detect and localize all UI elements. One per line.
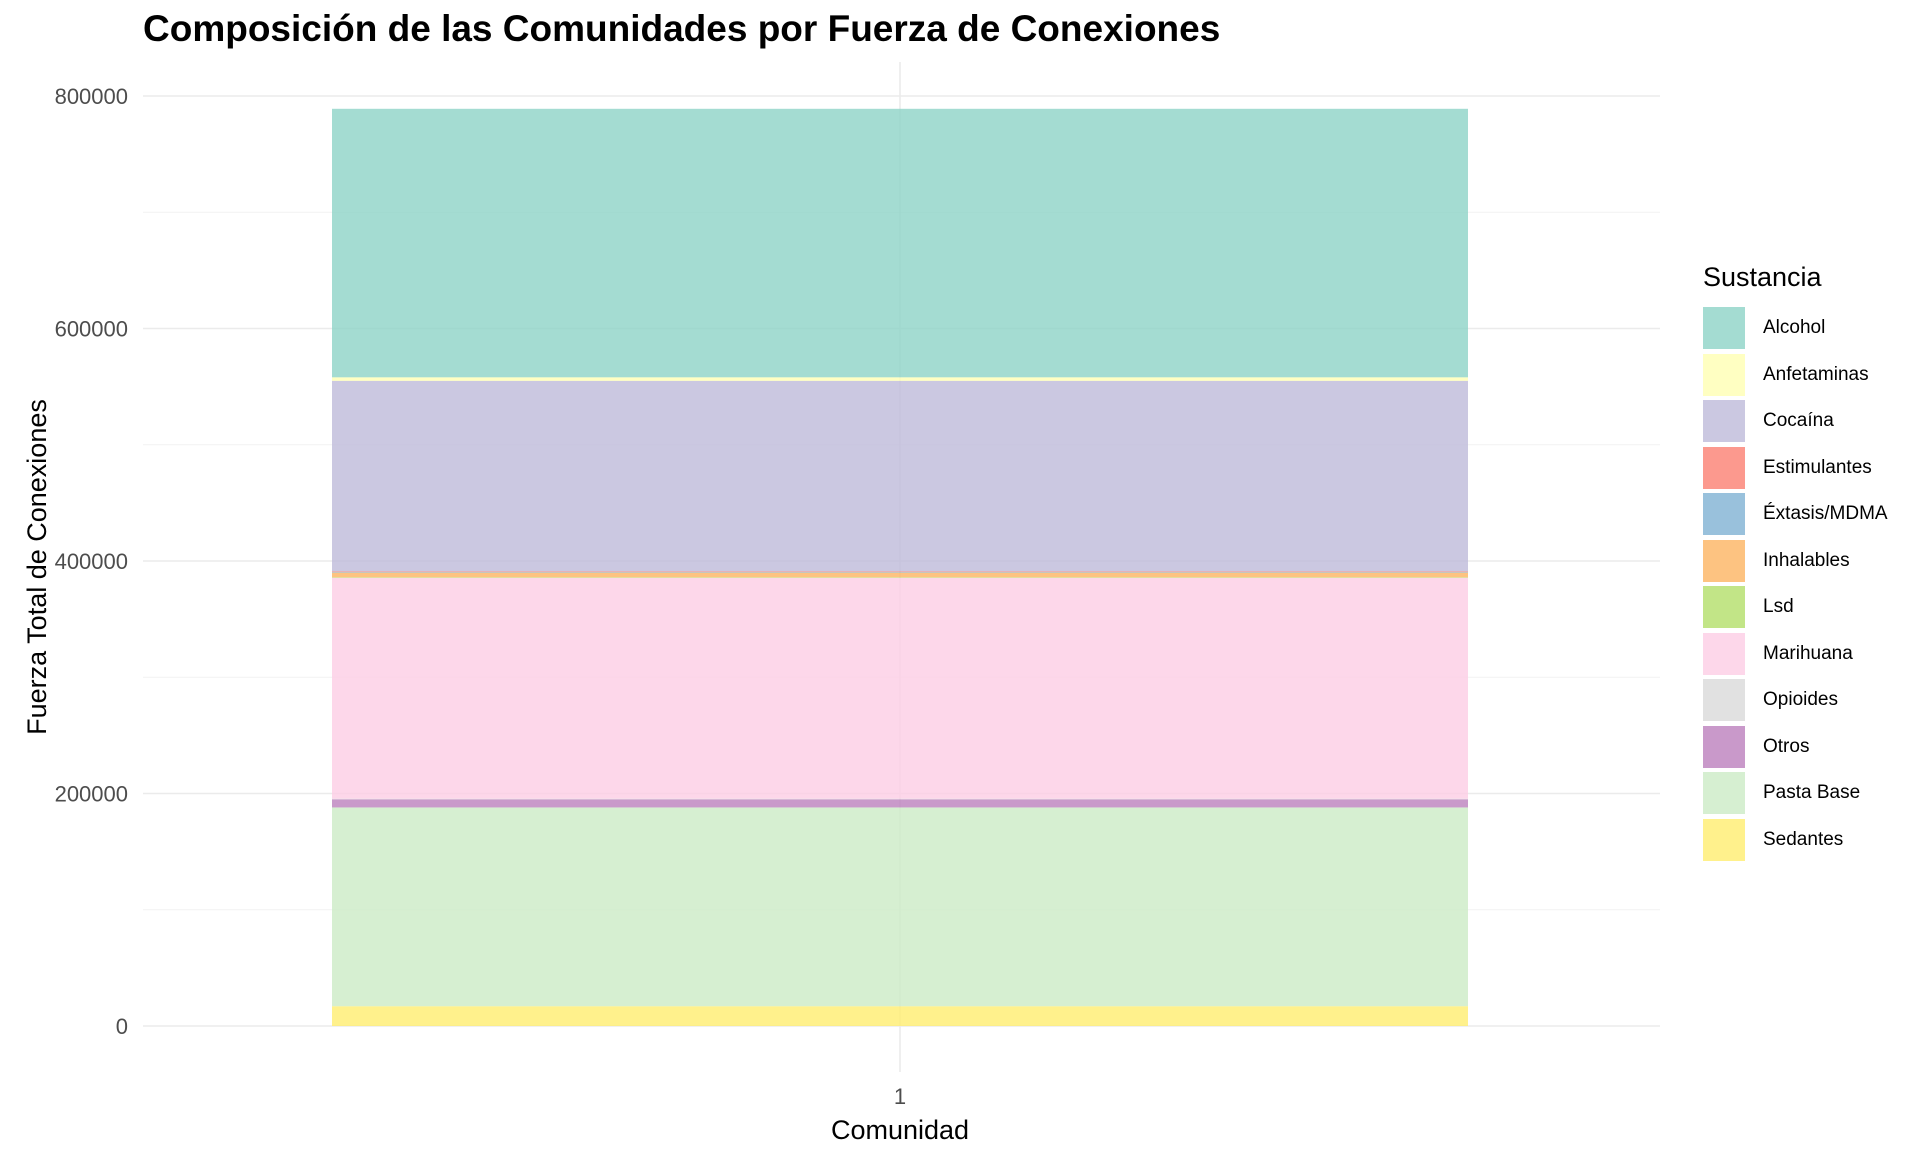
legend-label: Estimulantes: [1763, 456, 1872, 478]
bar-segment-opioides: [332, 798, 1468, 800]
legend-swatch: [1703, 586, 1745, 629]
bar-segment-pasta-base: [332, 807, 1468, 1007]
legend-swatch: [1703, 493, 1745, 536]
y-axis-ticks: 0 200000 400000 600000 800000: [55, 84, 128, 1039]
legend-item-opioides: Opioides: [1703, 677, 1913, 724]
legend-label: Inhalables: [1763, 549, 1850, 571]
legend-swatch: [1703, 400, 1745, 443]
legend-item-cocaina: Cocaína: [1703, 398, 1913, 445]
legend-label: Éxtasis/MDMA: [1763, 503, 1888, 525]
bar-segment-sedantes: [332, 1006, 1468, 1026]
bar-segment-extasis-mdma: [332, 572, 1468, 573]
bar-segment-inhalables: [332, 572, 1468, 578]
legend-item-sedantes: Sedantes: [1703, 817, 1913, 864]
legend-label: Cocaína: [1763, 410, 1834, 432]
legend-swatch: [1703, 446, 1745, 489]
legend-label: Pasta Base: [1763, 782, 1861, 804]
legend-label: Marihuana: [1763, 642, 1853, 664]
x-axis-ticks: 1: [894, 1084, 906, 1109]
legend-item-anfetaminas: Anfetaminas: [1703, 352, 1913, 399]
legend-items: Alcohol Anfetaminas Cocaína Estimulantes Éxt…: [1703, 305, 1913, 863]
legend-swatch: [1703, 632, 1745, 675]
legend-swatch: [1703, 539, 1745, 582]
chart-title: Composición de las Comunidades por Fuerz…: [143, 8, 1221, 49]
stacked-bar: [332, 108, 1468, 1026]
legend-item-otros: Otros: [1703, 724, 1913, 771]
y-tick-label: 800000: [55, 84, 128, 109]
y-tick-label: 400000: [55, 549, 128, 574]
legend-label: Sedantes: [1763, 828, 1844, 850]
legend-label: Anfetaminas: [1763, 363, 1869, 385]
legend-item-inhalables: Inhalables: [1703, 538, 1913, 585]
bar-segment-cocaina: [332, 380, 1468, 572]
legend-swatch: [1703, 353, 1745, 396]
legend-swatch: [1703, 679, 1745, 722]
legend-label: Opioides: [1763, 689, 1838, 711]
bar-segment-otros: [332, 799, 1468, 808]
legend-label: Lsd: [1763, 596, 1794, 618]
bar-segment-alcohol: [332, 108, 1468, 378]
legend-item-marihuana: Marihuana: [1703, 631, 1913, 678]
bar-segment-lsd: [332, 577, 1468, 578]
y-axis-title: Fuerza Total de Conexiones: [22, 399, 52, 735]
y-tick-label: 200000: [55, 782, 128, 807]
legend-swatch: [1703, 725, 1745, 768]
legend-title: Sustancia: [1703, 262, 1822, 292]
legend-item-lsd: Lsd: [1703, 584, 1913, 631]
legend: Sustancia Alcohol Anfetaminas Cocaína Estim…: [1703, 262, 1913, 863]
x-axis-title: Comunidad: [831, 1115, 969, 1145]
legend-item-estimulantes: Estimulantes: [1703, 445, 1913, 492]
x-tick-label: 1: [894, 1084, 906, 1109]
legend-swatch: [1703, 818, 1745, 861]
legend-swatch: [1703, 772, 1745, 815]
y-tick-label: 600000: [55, 317, 128, 342]
legend-swatch: [1703, 307, 1745, 350]
y-tick-label: 0: [116, 1014, 128, 1039]
bar-segment-anfetaminas: [332, 377, 1468, 381]
bar-segment-marihuana: [332, 577, 1468, 799]
legend-item-extasis-mdma: Éxtasis/MDMA: [1703, 491, 1913, 538]
legend-item-alcohol: Alcohol: [1703, 305, 1913, 352]
bar-segment-estimulantes: [332, 571, 1468, 573]
legend-label: Otros: [1763, 735, 1810, 757]
legend-item-pasta-base: Pasta Base: [1703, 770, 1913, 817]
legend-label: Alcohol: [1763, 317, 1826, 339]
